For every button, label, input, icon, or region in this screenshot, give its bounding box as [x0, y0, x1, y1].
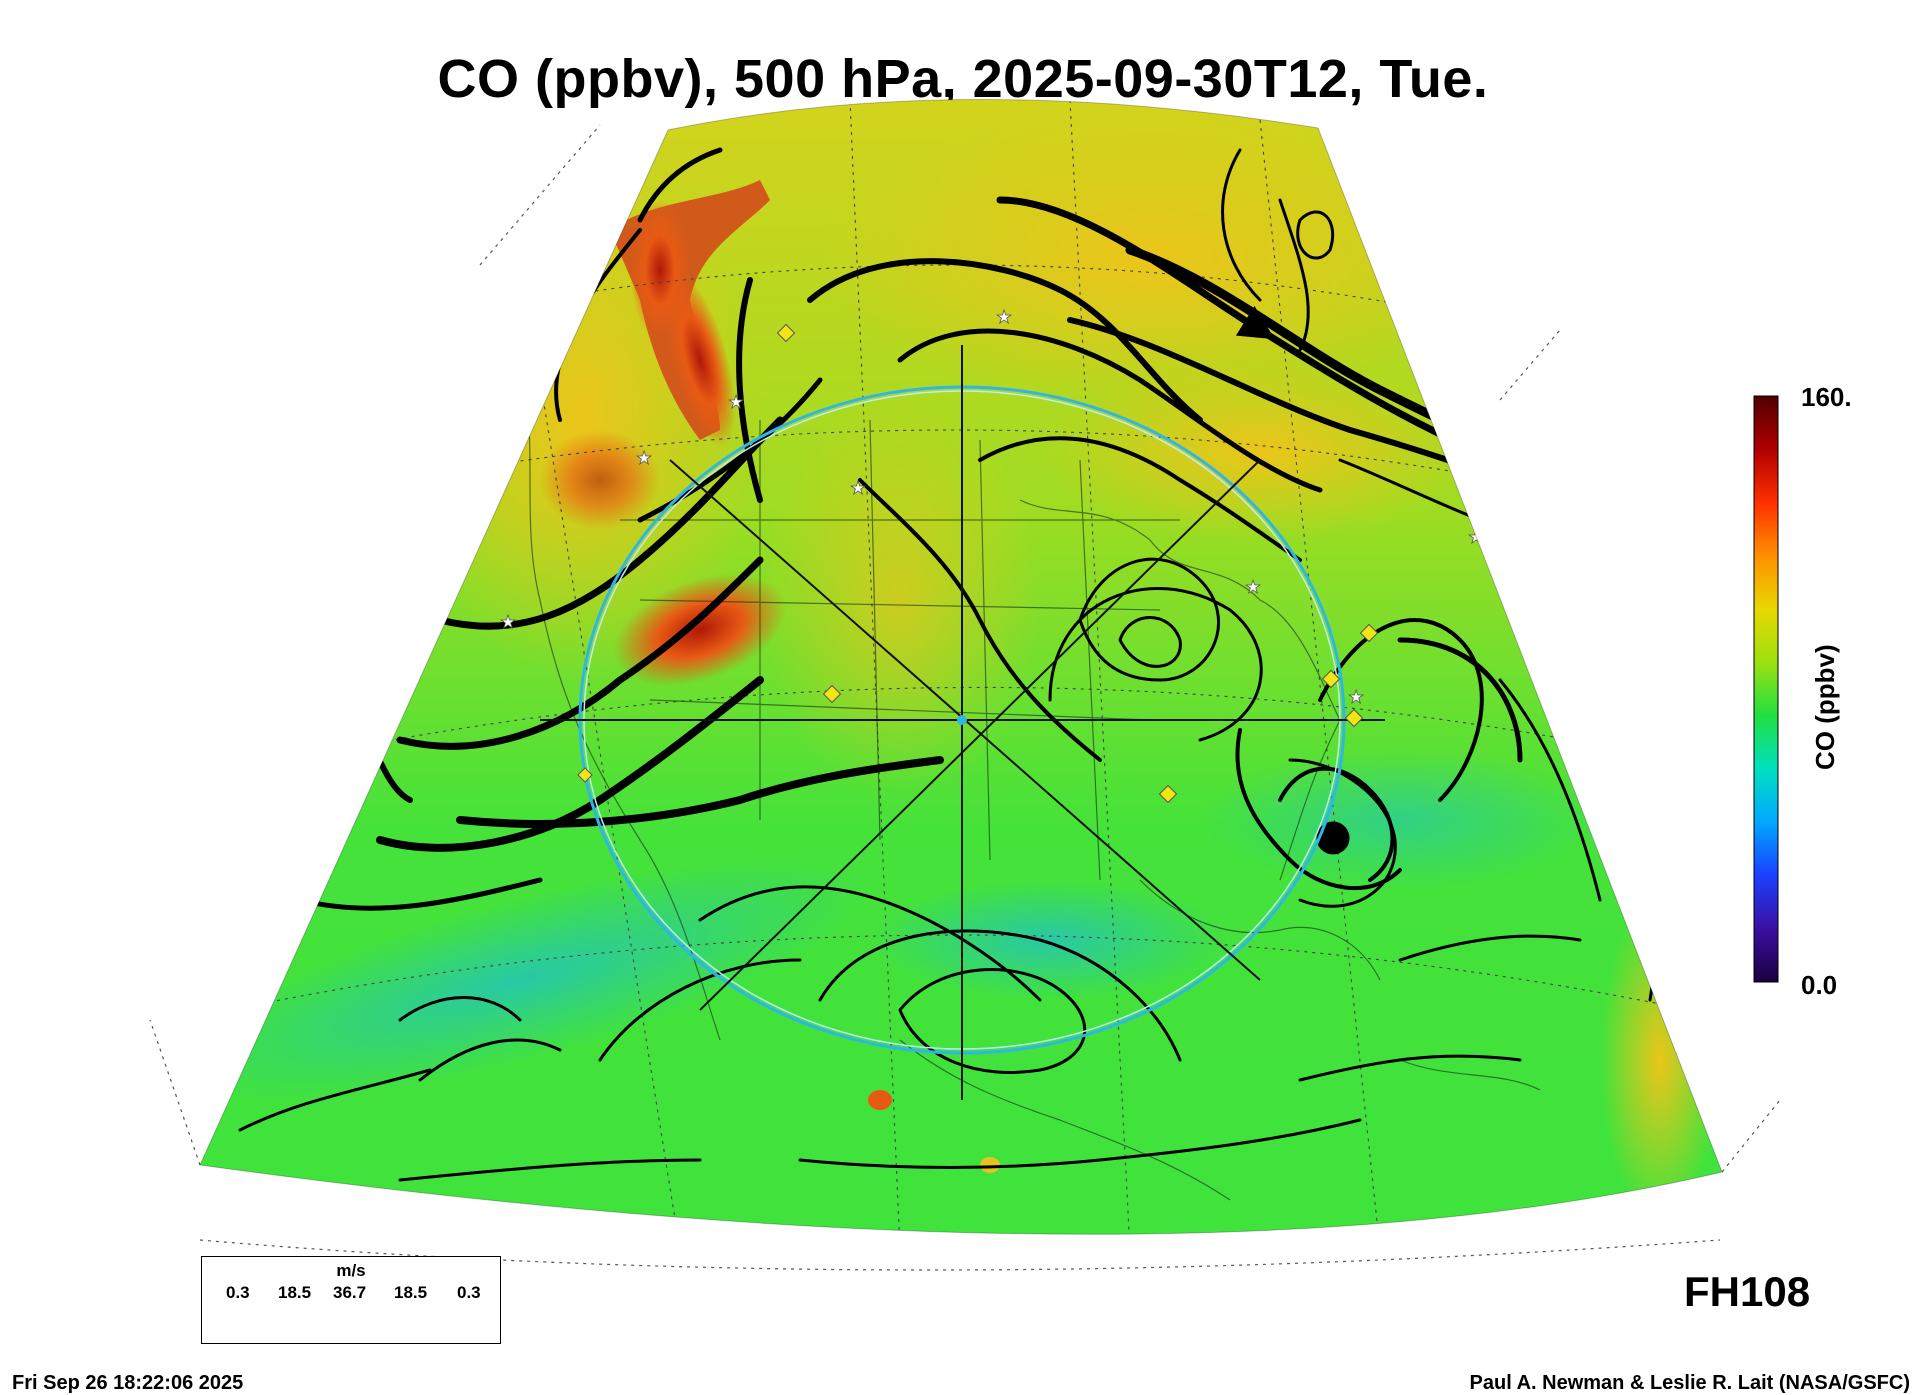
outer-graticule — [149, 124, 1781, 1271]
wind-legend-units: m/s — [336, 1261, 366, 1280]
wind-legend-tick: 0.3 — [457, 1283, 481, 1302]
render-timestamp: Fri Sep 26 18:22:06 2025 — [12, 1372, 244, 1394]
wind-legend-tick: 18.5 — [278, 1283, 312, 1302]
wind-legend-tick: 0.3 — [226, 1283, 250, 1302]
svg-text:★: ★ — [636, 448, 652, 468]
credit-line: Paul A. Newman & Leslie R. Lait (NASA/GS… — [1469, 1372, 1910, 1394]
wind-legend: m/s 0.3 18.5 36.7 18.5 0.3 — [201, 1256, 501, 1344]
svg-text:★: ★ — [728, 392, 744, 412]
colorbar — [1753, 395, 1779, 983]
co-field: ★ ★ ★ ★ ★ ★ ★ ★ ☆ — [200, 99, 1722, 1235]
svg-text:★: ★ — [1348, 687, 1364, 707]
svg-text:★: ★ — [850, 478, 866, 498]
forecast-hour: FH108 — [1684, 1268, 1811, 1315]
graticule — [200, 99, 1721, 1235]
station-markers — [577, 323, 1379, 804]
svg-text:★: ★ — [996, 307, 1012, 327]
colorbar-min-label: 0.0 — [1801, 970, 1838, 1000]
svg-text:★: ★ — [1245, 577, 1261, 597]
svg-text:☆: ☆ — [1455, 310, 1471, 330]
colorbar-axis-label: CO (ppbv) — [1810, 644, 1840, 770]
map-title: CO (ppbv), 500 hPa, 2025-09-30T12, Tue. — [437, 49, 1489, 109]
svg-text:★: ★ — [500, 612, 516, 632]
wind-legend-tick: 36.7 — [333, 1283, 367, 1302]
wind-legend-tick: 18.5 — [394, 1283, 428, 1302]
target-ring — [540, 345, 1385, 1100]
colorbar-max-label: 160. — [1801, 382, 1852, 412]
